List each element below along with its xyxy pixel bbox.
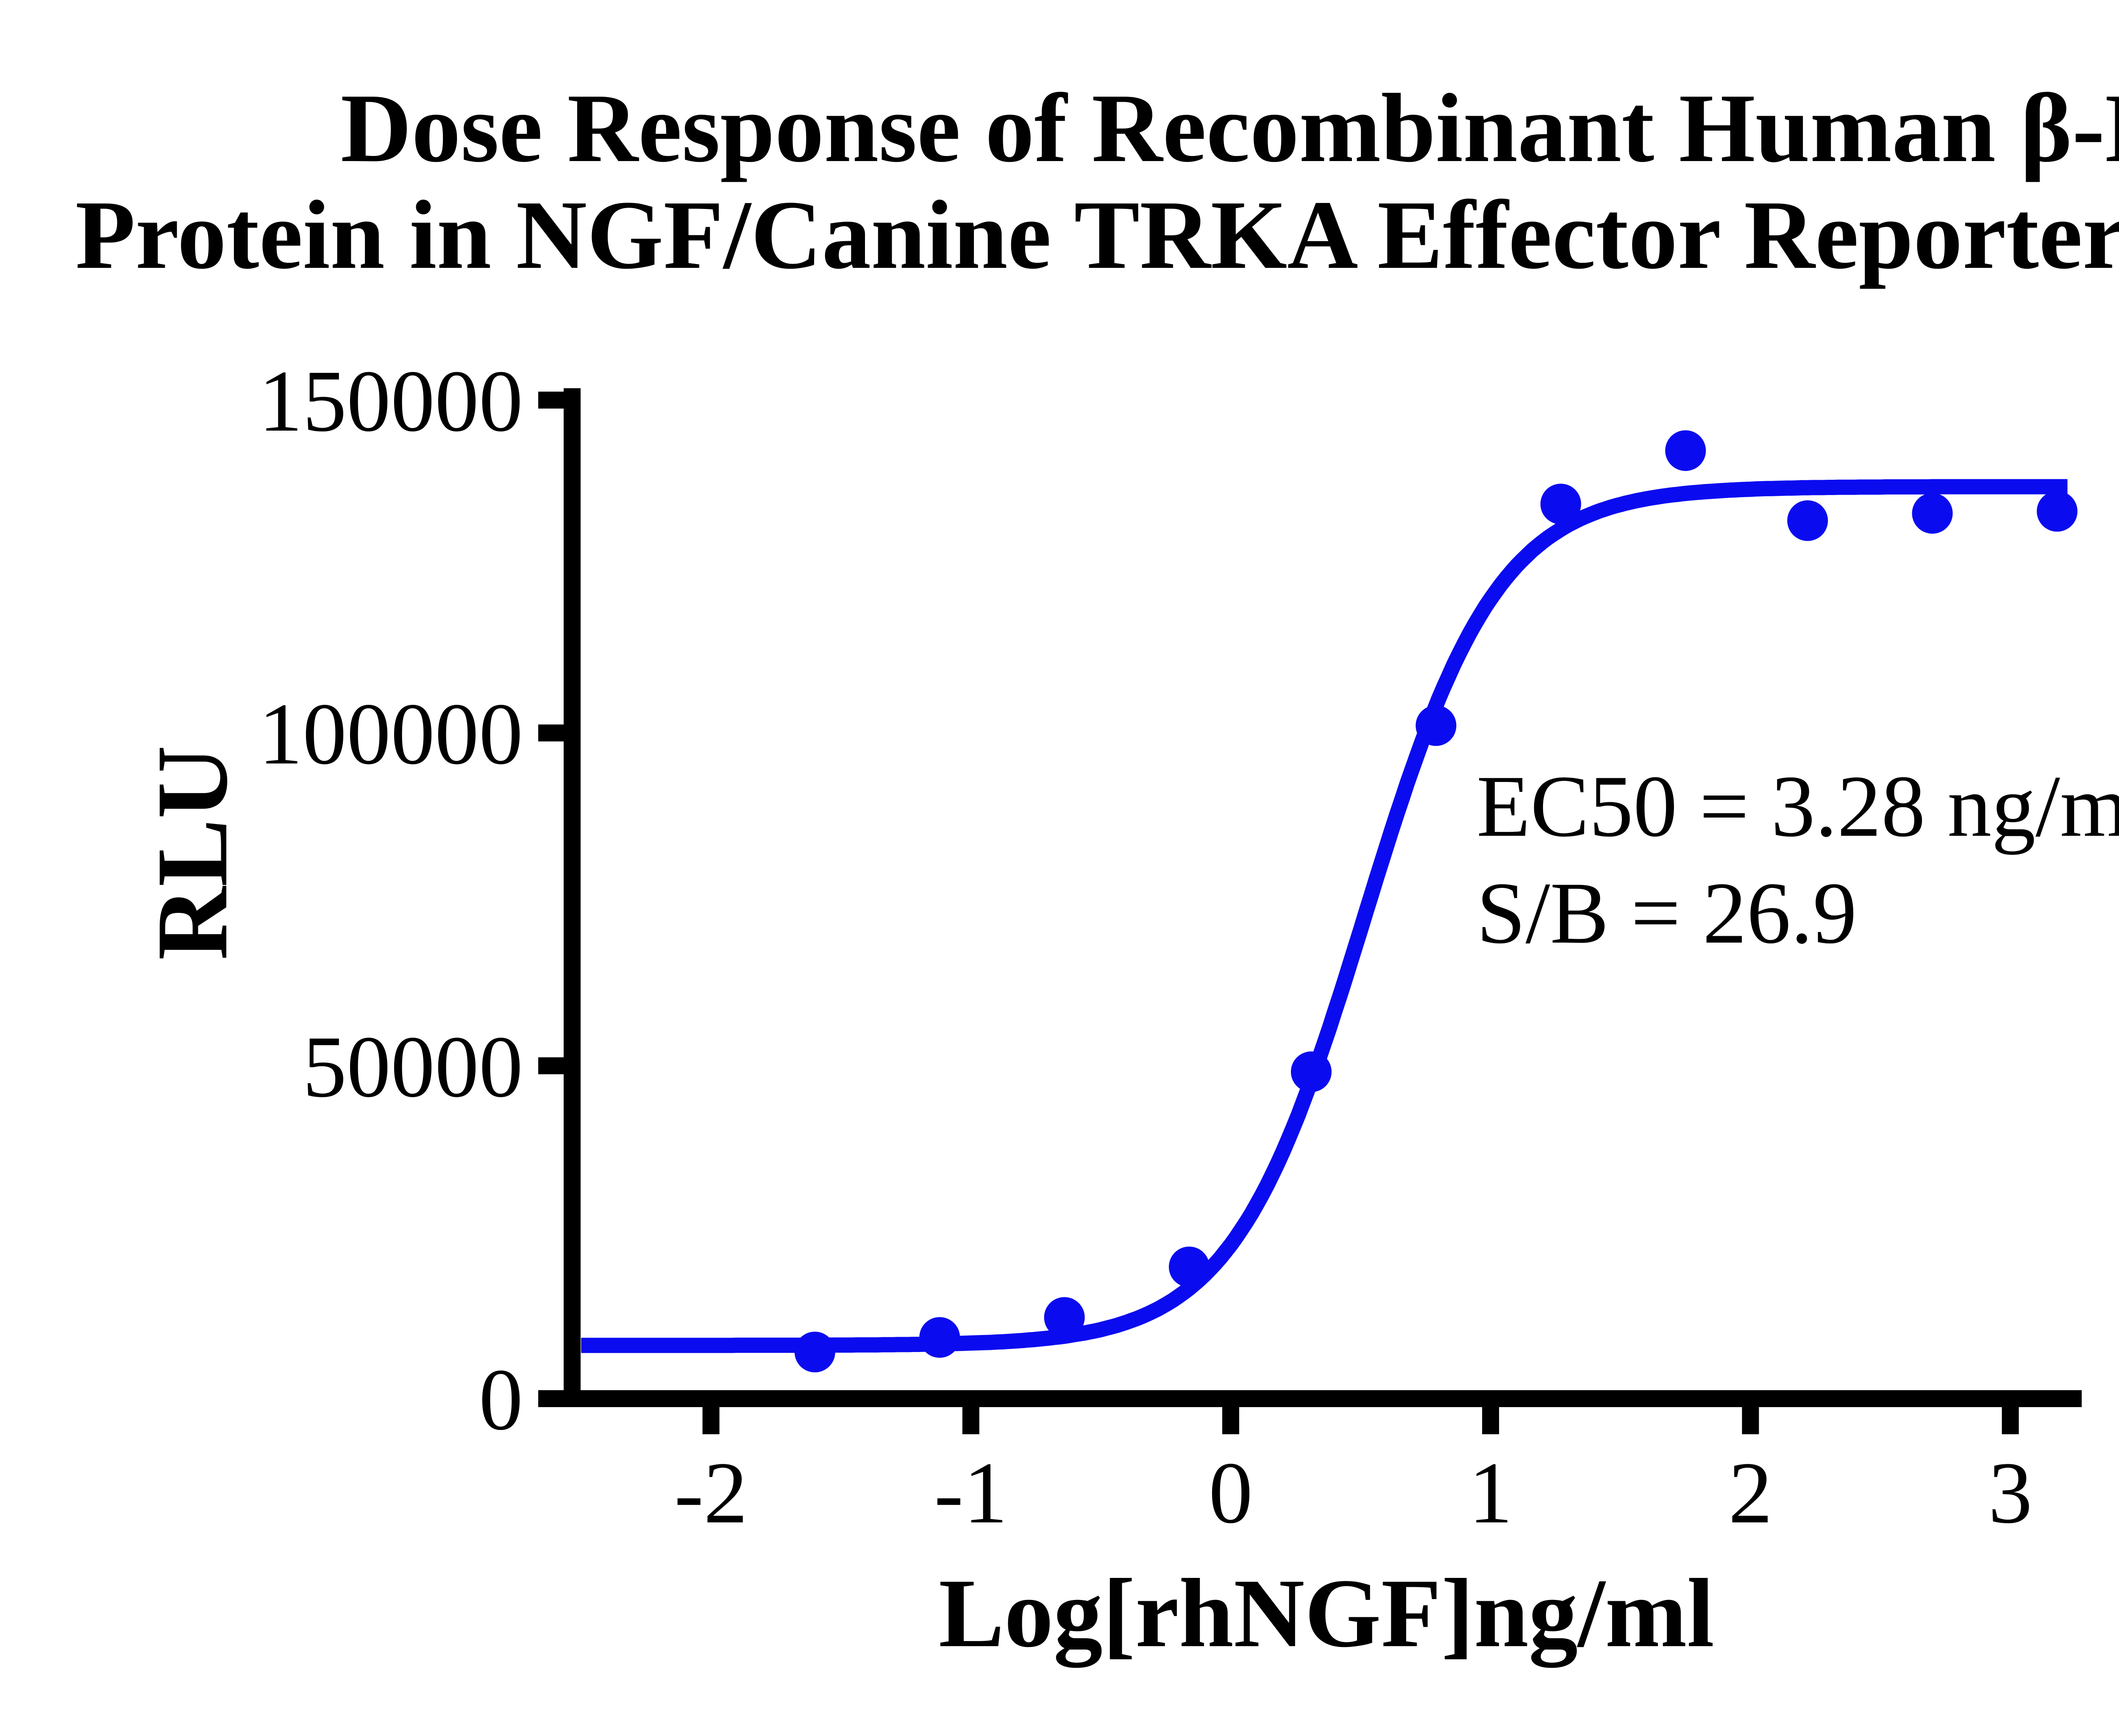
ec50-annotation: EC50 = 3.28 ng/ml <box>1477 760 2119 856</box>
x-tick-label: -1 <box>934 1444 1007 1541</box>
y-tick-label: 100000 <box>259 685 523 782</box>
x-tick-label: 3 <box>1988 1444 2033 1541</box>
x-tick-label: 0 <box>1209 1444 1253 1541</box>
fit-annotation: EC50 = 3.28 ng/ml S/B = 26.9 <box>1477 754 2119 968</box>
y-tick-label: 0 <box>479 1351 523 1448</box>
chart-title-line2: Protein in NGF/Canine TRKA Effector Repo… <box>75 180 2119 290</box>
y-tick-label: 50000 <box>303 1018 523 1116</box>
data-point <box>1169 1246 1210 1288</box>
x-tick-label: 1 <box>1468 1444 1513 1541</box>
chart-title-line1: Dose Response of Recombinant Human β-NGF <box>340 73 2119 183</box>
x-axis-label: Log[rhNGF]ng/ml <box>938 1558 1715 1668</box>
x-tick-label: 2 <box>1728 1444 1772 1541</box>
data-point <box>1291 1051 1332 1092</box>
data-point <box>1665 430 1706 471</box>
data-point <box>1044 1297 1085 1338</box>
y-tick-label: 150000 <box>259 352 523 450</box>
data-point <box>2037 491 2077 532</box>
data-point <box>1415 705 1457 746</box>
data-point <box>794 1332 835 1372</box>
x-tick-label: -2 <box>674 1444 748 1541</box>
data-point <box>1912 493 1953 534</box>
sb-annotation: S/B = 26.9 <box>1477 866 1857 963</box>
chart-title: Dose Response of Recombinant Human β-NGF… <box>0 75 2119 288</box>
data-point <box>919 1317 960 1358</box>
data-point <box>1787 500 1828 541</box>
data-point <box>1540 484 1581 525</box>
